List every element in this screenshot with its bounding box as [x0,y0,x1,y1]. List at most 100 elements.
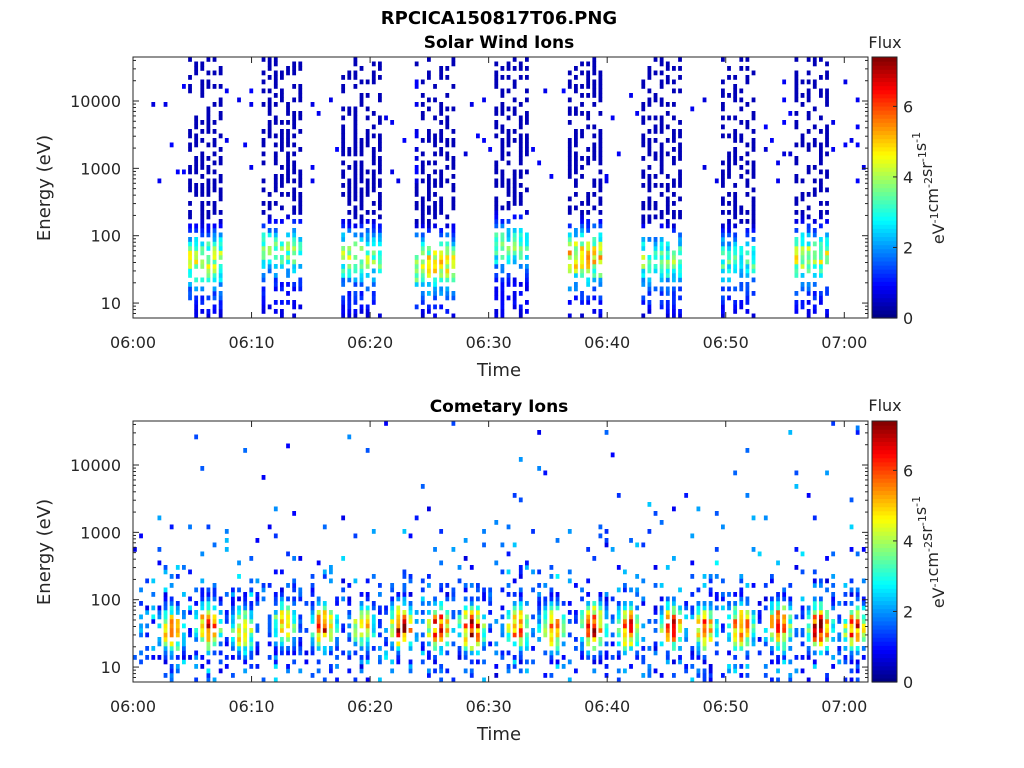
solar-wind-heatmap-cell [819,75,823,80]
cometary-heatmap-cell [359,601,364,606]
cometary-heatmap-cell [629,632,633,638]
solar-wind-heatmap-cell [800,142,805,148]
solar-wind-heatmap-cell [665,291,670,296]
solar-wind-heatmap-cell [794,93,799,98]
solar-wind-heatmap-cell [721,201,725,206]
solar-wind-heatmap-cell [733,259,738,265]
cometary-heatmap-cell [665,637,670,642]
solar-wind-heatmap-cell [286,129,290,134]
cometary-heatmap-cell [794,632,799,638]
cometary-heatmap-cell [500,632,505,638]
solar-wind-heatmap-cell [733,223,738,229]
solar-wind-heatmap-cell [371,228,376,233]
cometary-heatmap-cell [518,614,523,620]
solar-wind-heatmap-cell [641,214,646,220]
cometary-heatmap-cell [512,601,517,606]
solar-wind-heatmap-cell [727,75,731,80]
cometary-heatmap-cell [653,605,658,611]
solar-wind-heatmap-cell [727,115,731,121]
solar-wind-heatmap-cell [825,97,829,103]
solar-wind-heatmap-cell [586,259,591,265]
cometary-heatmap-cell [806,637,811,642]
cometary-heatmap-cell [322,574,327,579]
cometary-heatmap-cell [218,650,223,656]
solar-wind-heatmap-cell [194,246,199,251]
solar-wind-heatmap-cell [831,120,836,125]
cometary-heatmap-cell [672,641,676,647]
cometary-heatmap-cell [188,628,192,633]
cometary-heatmap-cell [408,592,413,597]
cometary-heatmap-cell [770,632,774,638]
cometary-heatmap-cell [788,677,793,683]
cometary-heatmap-cell [280,587,284,593]
cometary-heatmap-cell [543,628,548,633]
cometary-heatmap-cell [604,650,609,656]
cometary-heatmap-cell [739,596,744,602]
cometary-heatmap-cell [580,637,584,642]
cometary-heatmap-cell [433,668,437,674]
solar-wind-heatmap-cell [500,295,505,301]
cometary-heatmap-cell [212,542,217,548]
solar-wind-heatmap-cell [445,291,450,296]
solar-wind-heatmap-cell [347,291,352,296]
solar-wind-heatmap-cell [592,142,597,148]
solar-wind-heatmap-cell [420,241,425,247]
cometary-heatmap-cell [665,601,670,606]
solar-wind-heatmap-cell [647,300,652,305]
cometary-heatmap-cell [586,592,591,597]
solar-wind-heatmap-cell [506,201,511,206]
solar-wind-heatmap-cell [212,169,217,175]
solar-wind-heatmap-cell [794,219,799,224]
solar-wind-heatmap-cell [439,259,444,265]
solar-wind-heatmap-cell [488,147,493,152]
solar-wind-heatmap-cell [218,291,223,296]
solar-wind-heatmap-cell [512,97,517,103]
cometary-heatmap-cell [292,596,297,602]
solar-wind-heatmap-cell [298,237,303,242]
solar-wind-heatmap-cell [359,291,364,296]
solar-wind-heatmap-cell [359,79,364,85]
cometary-heatmap-cell [224,641,229,647]
cometary-heatmap-cell [812,619,817,624]
cometary-heatmap-cell [390,646,395,651]
solar-wind-heatmap-cell [745,295,750,301]
solar-wind-heatmap-cell [341,223,346,229]
solar-wind-heatmap-cell [194,250,199,256]
solar-wind-heatmap-cell [353,115,358,121]
solar-wind-heatmap-cell [292,84,297,89]
cometary-heatmap-cell [439,677,444,683]
cometary-heatmap-cell [843,619,848,624]
cometary-heatmap-cell [402,623,407,629]
solar-wind-heatmap-cell [292,313,297,319]
solar-wind-heatmap-cell [298,264,303,269]
solar-wind-heatmap-cell [494,291,499,296]
cometary-heatmap-cell [776,668,780,674]
cometary-heatmap-cell [549,650,554,656]
cometary-heatmap-cell [745,583,750,588]
solar-wind-heatmap-cell [574,295,578,301]
solar-wind-heatmap-cell [359,178,364,184]
cometary-heatmap-cell [322,632,327,638]
solar-wind-colorbar-swatch [872,65,897,70]
solar-wind-heatmap-cell [365,219,370,224]
cometary-heatmap-cell [261,587,266,593]
cometary-heatmap-cell [420,650,425,656]
solar-wind-heatmap-cell [445,66,450,71]
cometary-heatmap-cell [702,655,707,660]
cometary-heatmap-cell [690,610,695,615]
solar-wind-heatmap-cell [273,178,278,184]
cometary-heatmap-cell [763,605,768,611]
solar-wind-heatmap-cell [641,295,646,301]
solar-wind-heatmap-cell [812,255,817,260]
solar-wind-heatmap-cell [733,268,738,274]
solar-wind-heatmap-cell [721,295,725,301]
solar-wind-heatmap-cell [371,277,376,283]
cometary-heatmap-cell [849,677,854,683]
solar-wind-heatmap-cell [200,223,205,229]
solar-wind-heatmap-cell [574,259,578,265]
solar-wind-heatmap-cell [819,264,823,269]
cometary-heatmap-cell [384,628,388,633]
solar-wind-heatmap-cell [371,174,376,179]
cometary-heatmap-cell [708,619,713,624]
cometary-heatmap-cell [206,650,211,656]
